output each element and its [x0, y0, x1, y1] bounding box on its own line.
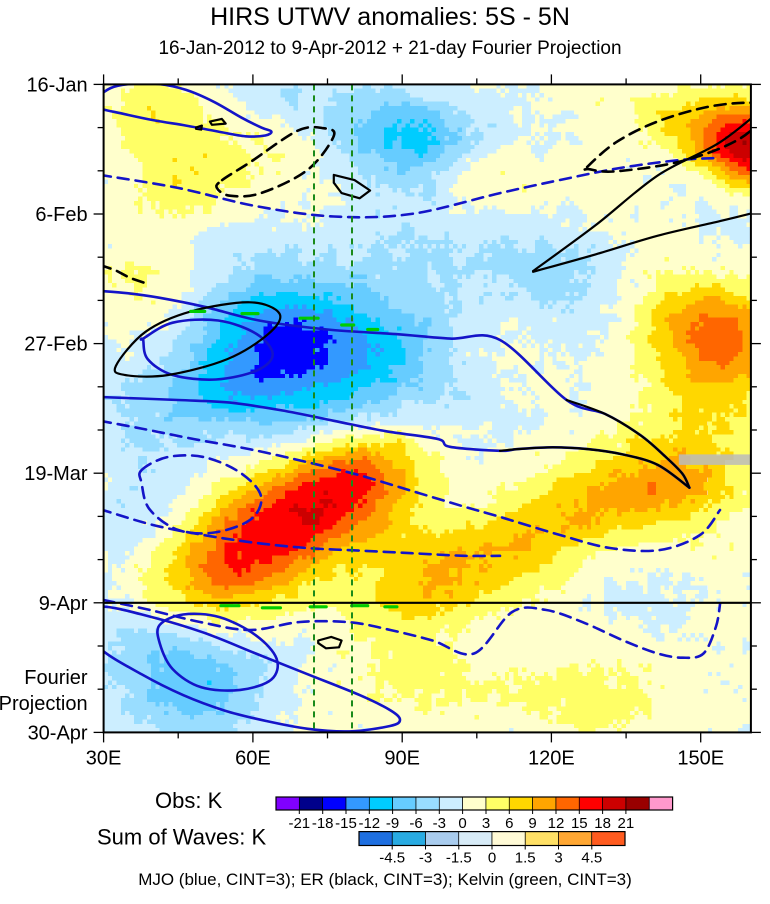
- svg-text:9: 9: [528, 815, 536, 832]
- svg-text:27-Feb: 27-Feb: [24, 334, 87, 356]
- svg-text:-18: -18: [312, 815, 334, 832]
- svg-text:15: 15: [571, 815, 588, 832]
- svg-text:6-Feb: 6-Feb: [35, 204, 87, 226]
- svg-text:HIRS UTWV anomalies: 5S - 5N: HIRS UTWV anomalies: 5S - 5N: [210, 3, 570, 31]
- svg-text:90E: 90E: [384, 747, 420, 769]
- svg-text:16-Jan: 16-Jan: [26, 74, 87, 96]
- svg-text:-3: -3: [433, 815, 446, 832]
- svg-text:-15: -15: [335, 815, 357, 832]
- svg-text:-4.5: -4.5: [379, 850, 405, 867]
- svg-text:19-Mar: 19-Mar: [24, 463, 88, 485]
- svg-text:30E: 30E: [86, 747, 122, 769]
- svg-text:Projection: Projection: [0, 693, 88, 715]
- svg-text:0: 0: [458, 815, 466, 832]
- svg-text:-1.5: -1.5: [446, 850, 472, 867]
- svg-text:4.5: 4.5: [581, 850, 602, 867]
- svg-text:Obs: K: Obs: K: [155, 788, 223, 813]
- svg-text:3: 3: [554, 850, 562, 867]
- svg-text:9-Apr: 9-Apr: [39, 593, 88, 615]
- svg-text:16-Jan-2012 to 9-Apr-2012 + 21: 16-Jan-2012 to 9-Apr-2012 + 21-day Fouri…: [158, 38, 621, 59]
- svg-text:12: 12: [548, 815, 565, 832]
- svg-text:21: 21: [618, 815, 635, 832]
- svg-text:150E: 150E: [677, 747, 724, 769]
- svg-text:-6: -6: [409, 815, 422, 832]
- svg-text:30-Apr: 30-Apr: [28, 722, 88, 744]
- svg-text:-9: -9: [386, 815, 399, 832]
- svg-text:3: 3: [482, 815, 490, 832]
- svg-text:-21: -21: [288, 815, 310, 832]
- svg-text:MJO (blue, CINT=3); ER (black,: MJO (blue, CINT=3); ER (black, CINT=3); …: [138, 870, 632, 889]
- svg-text:Fourier: Fourier: [24, 667, 88, 689]
- svg-text:Sum of Waves: K: Sum of Waves: K: [97, 825, 266, 850]
- svg-text:-3: -3: [419, 850, 432, 867]
- svg-text:-12: -12: [358, 815, 380, 832]
- svg-text:18: 18: [594, 815, 611, 832]
- svg-text:60E: 60E: [235, 747, 271, 769]
- svg-text:120E: 120E: [528, 747, 575, 769]
- svg-text:6: 6: [505, 815, 513, 832]
- svg-text:1.5: 1.5: [515, 850, 536, 867]
- svg-text:0: 0: [488, 850, 496, 867]
